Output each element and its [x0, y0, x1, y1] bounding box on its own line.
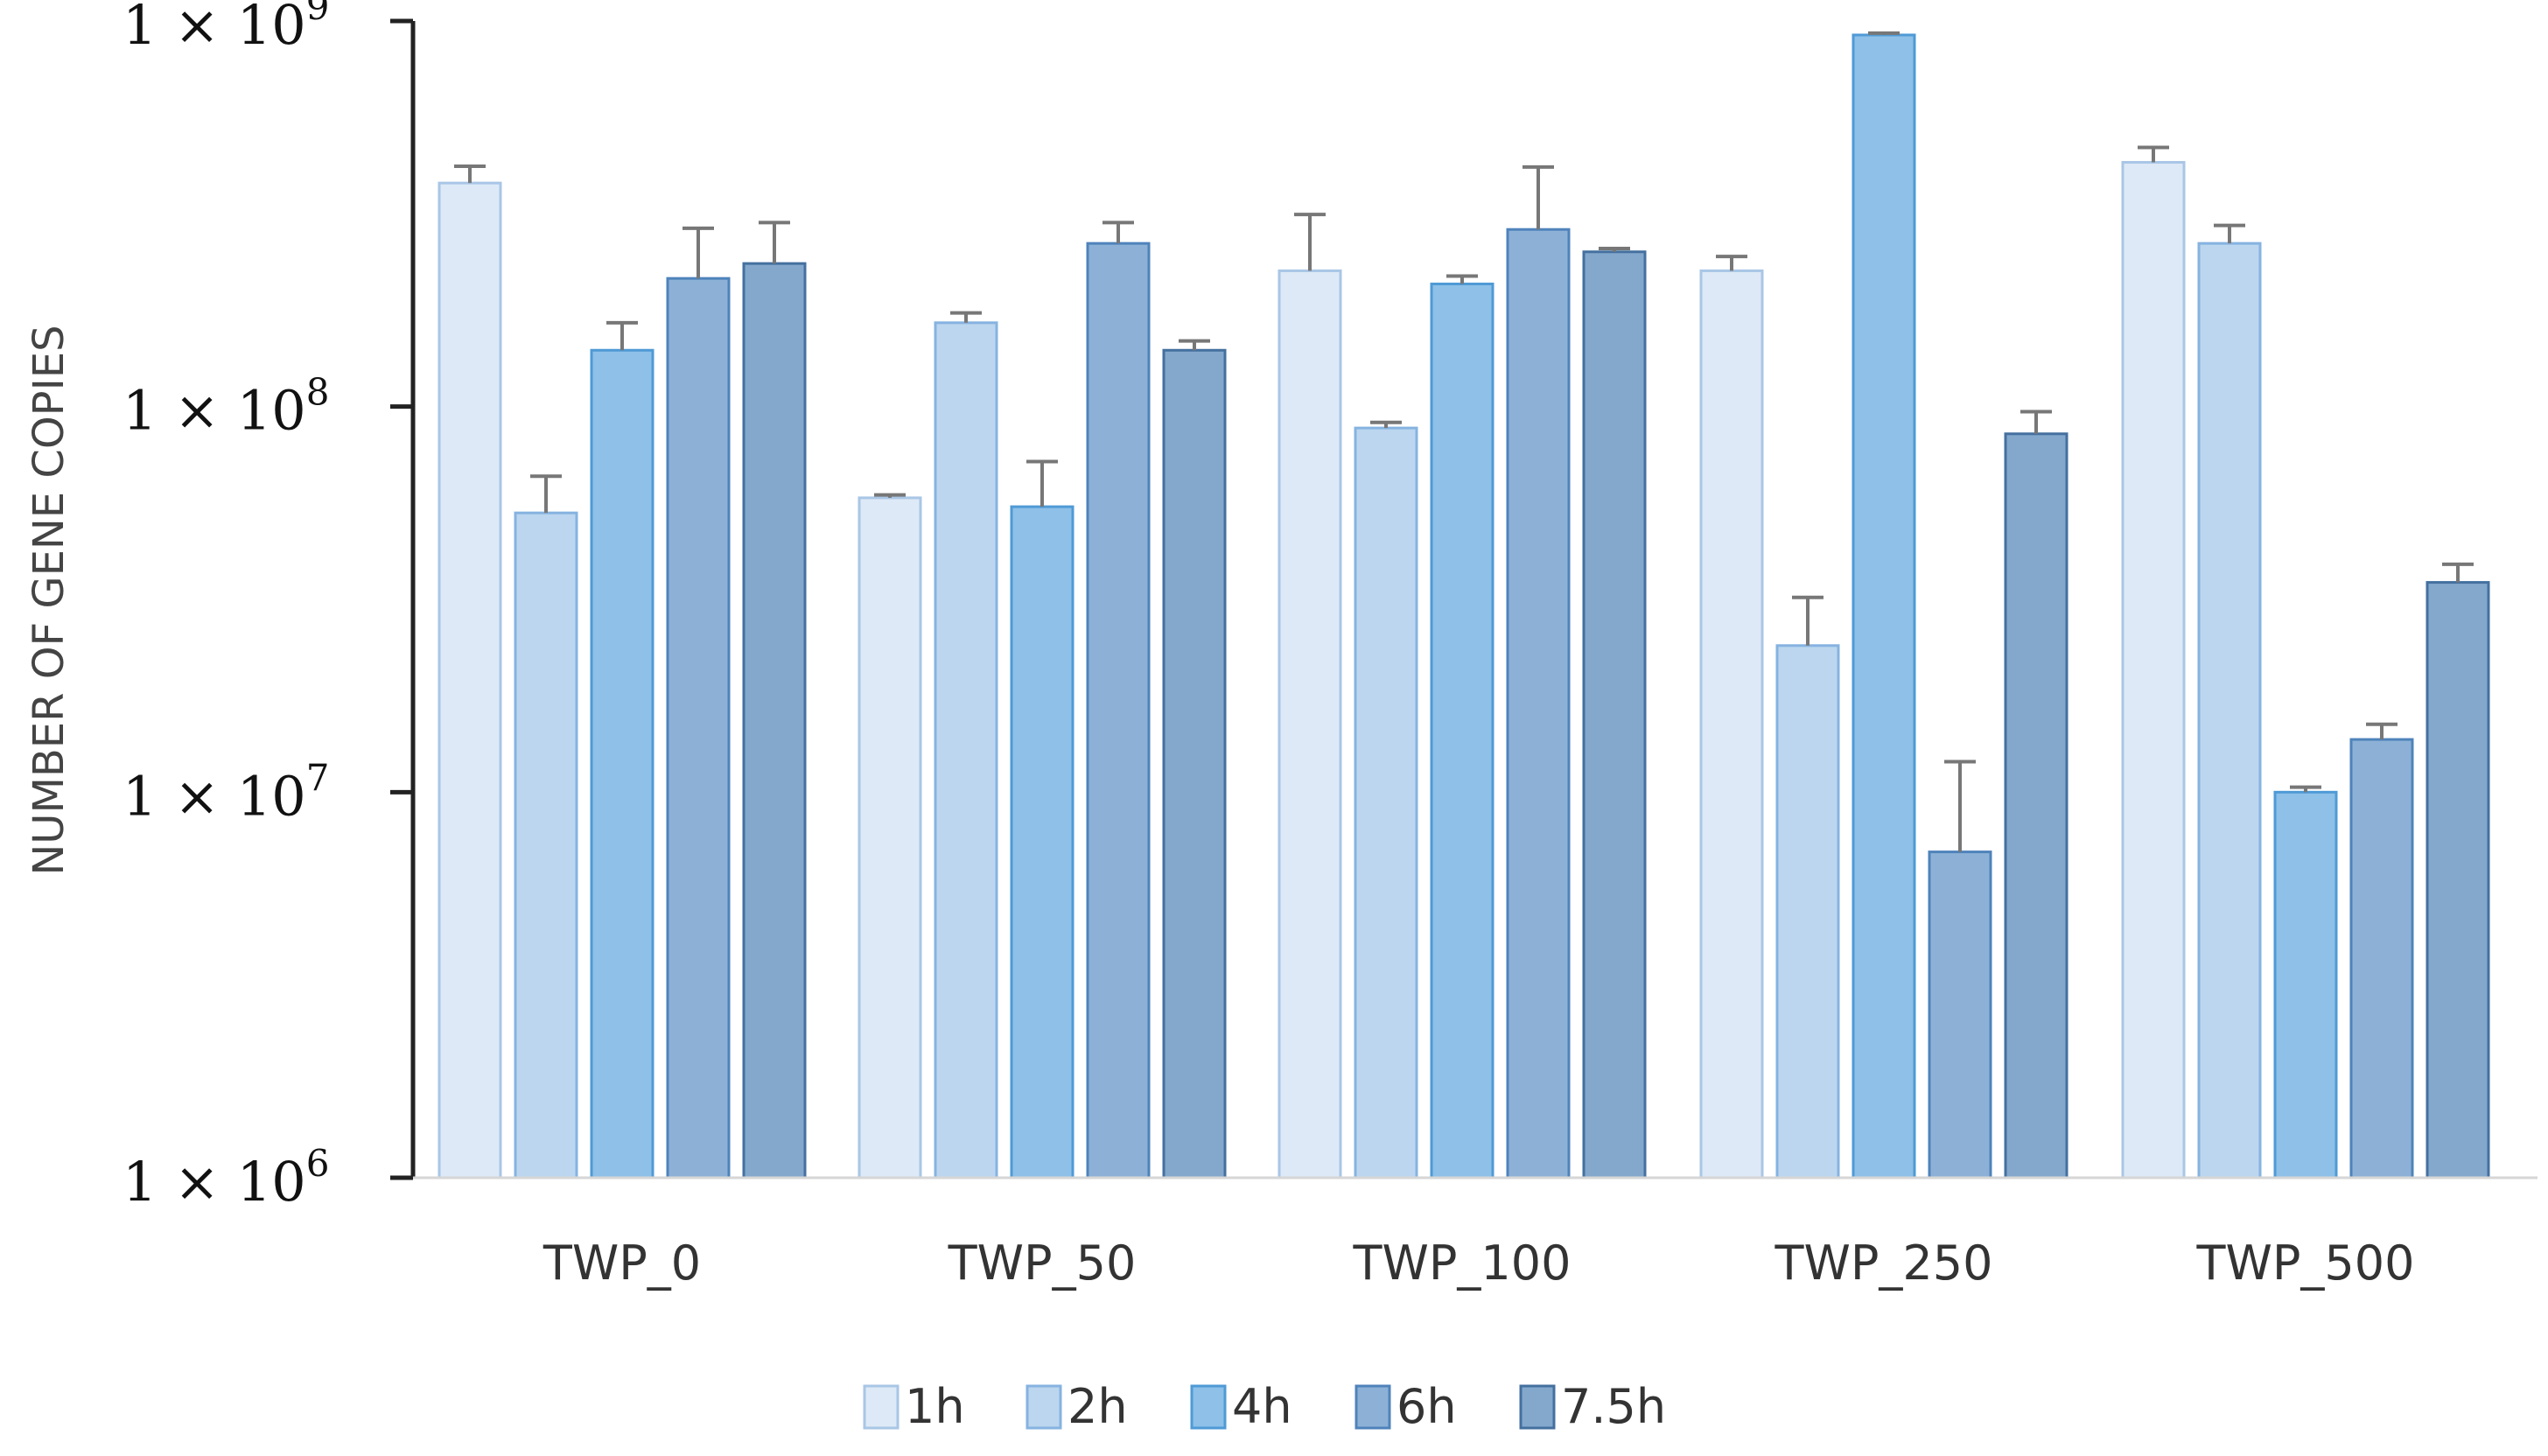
- bar-twp-250-1h: [1699, 269, 1764, 1180]
- legend-label: 6h: [1396, 1379, 1457, 1434]
- legend-label: 7.5h: [1561, 1379, 1666, 1434]
- y-tick-mantissa: 1 × 10: [122, 764, 306, 828]
- bar-twp-100-4h: [1430, 283, 1494, 1180]
- bar-twp-50-4h: [1010, 505, 1074, 1180]
- y-axis-title: NUMBER OF GENE COPIES: [24, 325, 74, 875]
- bar-twp-0-7-5h: [742, 262, 807, 1180]
- legend-swatch: [863, 1384, 900, 1430]
- legend-label: 4h: [1232, 1379, 1292, 1434]
- bar-twp-50-2h: [934, 321, 998, 1180]
- bar-twp-0-1h: [438, 181, 502, 1180]
- y-tick-exponent: 6: [306, 1142, 330, 1185]
- bar-twp-0-2h: [514, 511, 578, 1180]
- y-tick-label: 1 × 107: [122, 756, 329, 828]
- bar-twp-500-6h: [2349, 738, 2414, 1180]
- y-tick-exponent: 7: [306, 756, 330, 799]
- bar-twp-0-4h: [590, 348, 654, 1180]
- legend-label: 2h: [1068, 1379, 1128, 1434]
- legend-label: 1h: [905, 1379, 965, 1434]
- bar-twp-100-6h: [1506, 228, 1571, 1180]
- x-tick-label: TWP_100: [1352, 1236, 1571, 1291]
- bar-twp-50-7-5h: [1162, 348, 1227, 1180]
- bars: [438, 33, 2490, 1180]
- x-tick-label: TWP_50: [948, 1236, 1137, 1291]
- bar-twp-0-6h: [666, 276, 731, 1180]
- error-bars: [454, 31, 2474, 852]
- bar-twp-50-6h: [1086, 242, 1151, 1180]
- y-tick-mantissa: 1 × 10: [122, 0, 306, 57]
- y-tick-exponent: 8: [306, 371, 330, 414]
- bar-twp-250-4h: [1852, 33, 1916, 1180]
- bar-twp-500-2h: [2197, 242, 2262, 1180]
- y-tick-label: 1 × 106: [122, 1142, 329, 1214]
- bar-twp-500-4h: [2273, 790, 2338, 1180]
- bar-twp-500-1h: [2121, 161, 2186, 1180]
- y-tick-mantissa: 1 × 10: [122, 379, 306, 443]
- bar-twp-100-1h: [1278, 269, 1342, 1180]
- y-tick-mantissa: 1 × 10: [122, 1150, 306, 1214]
- bar-twp-500-7-5h: [2426, 581, 2490, 1180]
- bar-twp-50-1h: [858, 496, 922, 1180]
- bar-twp-250-7-5h: [2004, 432, 2068, 1180]
- y-tick-label: 1 × 109: [122, 0, 329, 57]
- bar-twp-100-7-5h: [1582, 250, 1647, 1180]
- bar-twp-250-6h: [1928, 850, 1992, 1180]
- x-tick-label: TWP_500: [2195, 1236, 2414, 1291]
- legend: 1h 2h 4h 6h 7.5h: [863, 1379, 1666, 1434]
- x-tick-label: TWP_0: [542, 1236, 701, 1291]
- legend-swatch: [1190, 1384, 1227, 1430]
- legend-swatch: [1519, 1384, 1556, 1430]
- category-labels: TWP_0 TWP_50 TWP_100 TWP_250 TWP_500: [542, 1236, 2415, 1291]
- x-tick-label: TWP_250: [1774, 1236, 1992, 1291]
- legend-swatch: [1026, 1384, 1062, 1430]
- bar-twp-250-2h: [1775, 644, 1840, 1180]
- legend-swatch: [1354, 1384, 1391, 1430]
- y-tick-exponent: 9: [306, 0, 330, 28]
- bar-twp-100-2h: [1354, 426, 1418, 1180]
- y-tick-label: 1 × 108: [122, 371, 329, 443]
